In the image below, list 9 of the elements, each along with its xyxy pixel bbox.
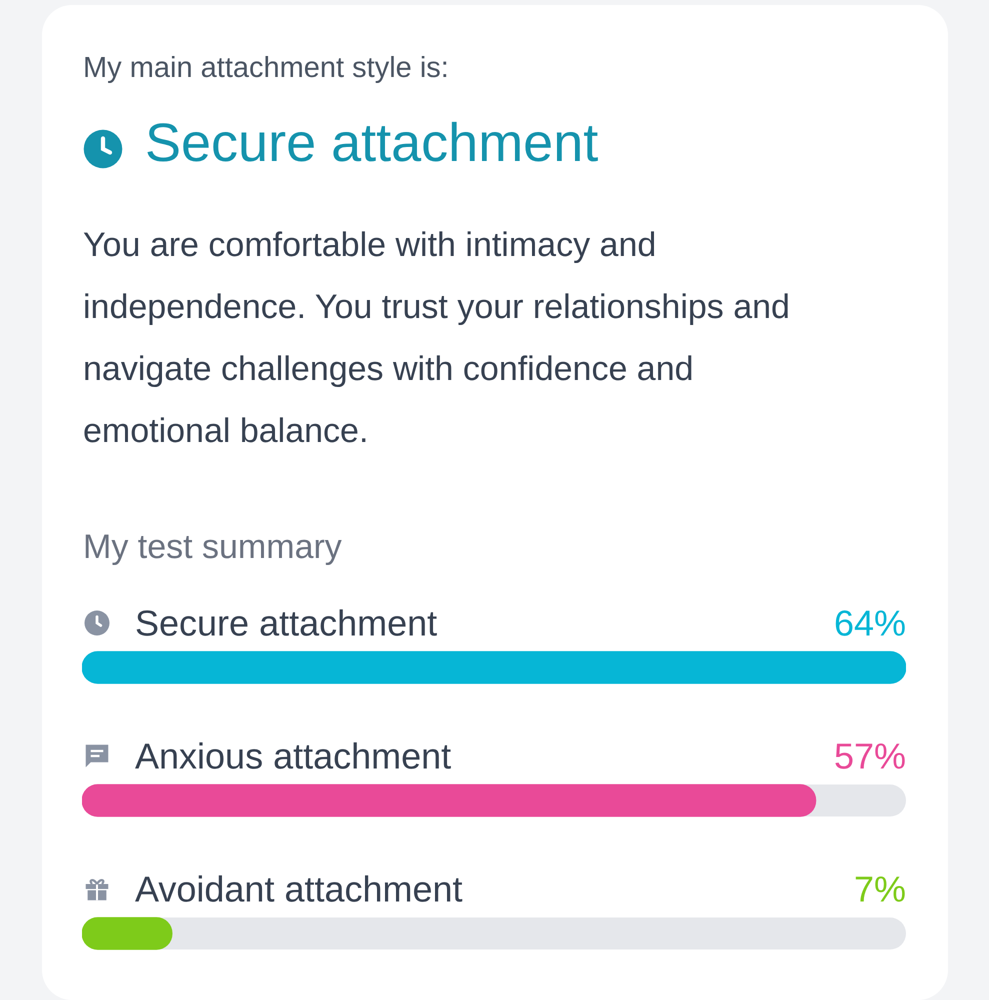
chart-title: My main attachment style is: (83, 52, 449, 85)
y-tick-label: Anxious attachment (135, 736, 452, 776)
y-tick-label: Avoidant attachment (135, 868, 463, 910)
annotation: My test summary (83, 528, 342, 567)
y-tick-label: Secure attachment (135, 602, 438, 644)
data-label: 7% (854, 868, 906, 910)
data-label: 57% (834, 736, 906, 776)
data-label: 64% (834, 602, 906, 644)
text: You are comfortable with intimacy and independence. You trust your relationships and navigate challenges with confidence and emotional balance. (83, 225, 791, 452)
